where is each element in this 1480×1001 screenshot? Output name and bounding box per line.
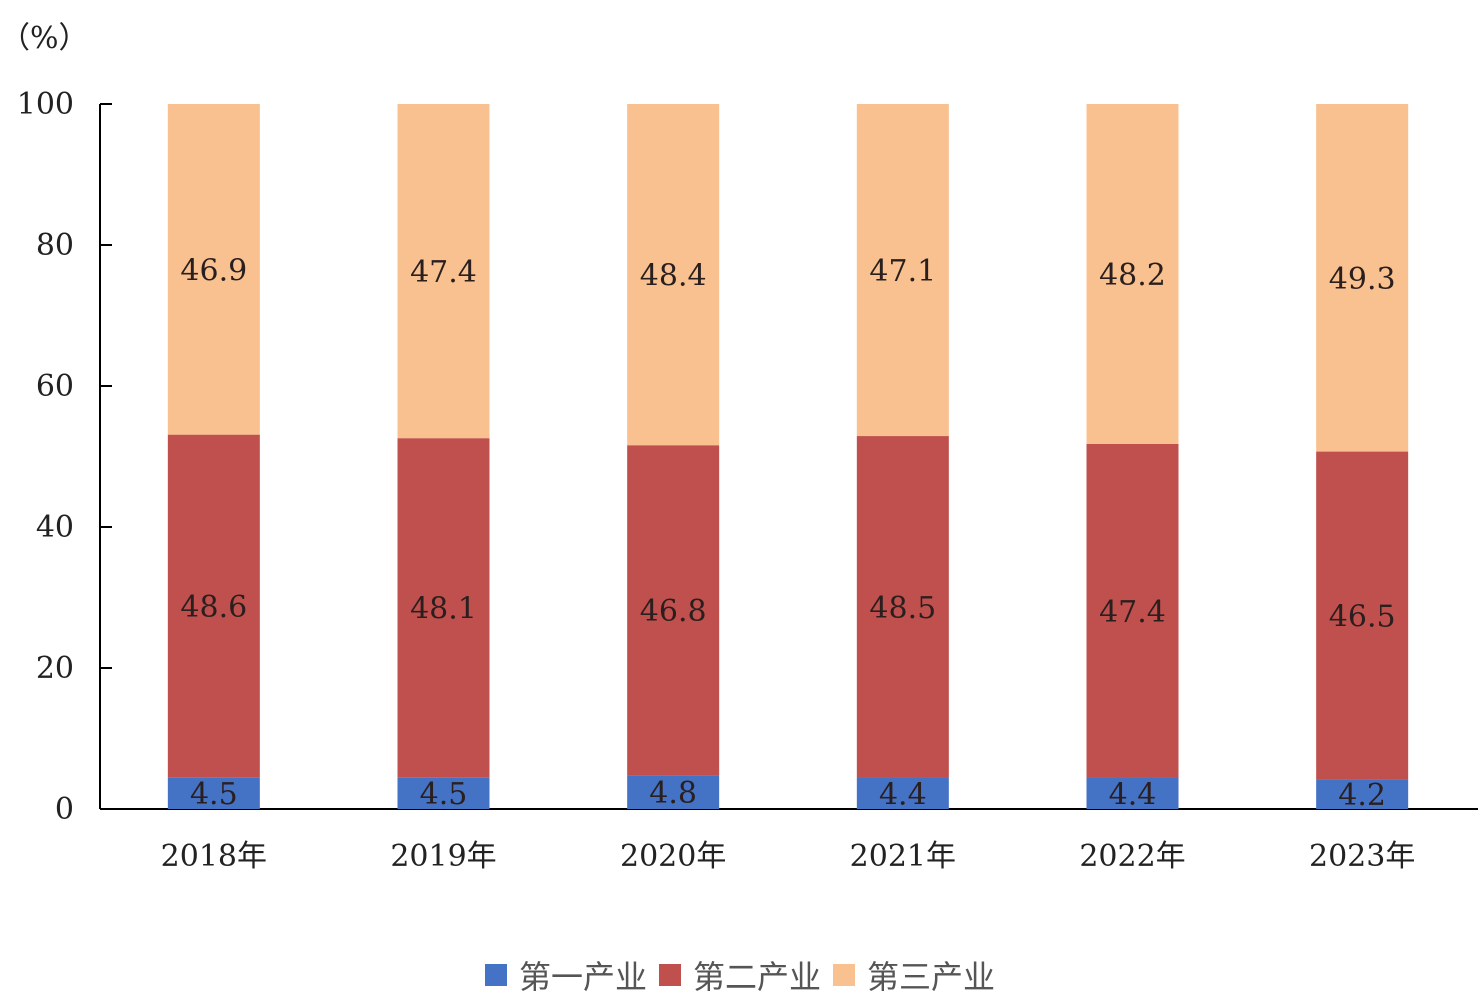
data-label: 46.8 <box>640 594 707 629</box>
data-label: 49.3 <box>1329 262 1396 297</box>
data-label: 48.4 <box>640 259 707 294</box>
bar-segment <box>397 104 490 439</box>
bar-segment <box>397 777 490 809</box>
legend-label: 第二产业 <box>692 958 821 996</box>
data-label: 4.5 <box>190 777 238 812</box>
data-label: 48.1 <box>410 592 477 627</box>
x-category-label: 2020年 <box>620 839 726 874</box>
y-tick-label: 0 <box>55 792 74 827</box>
y-tick-label: 80 <box>36 228 74 263</box>
bar-segment <box>627 445 720 776</box>
bar-segment <box>167 104 260 435</box>
data-label: 4.5 <box>420 777 468 812</box>
bar-segment <box>856 104 949 437</box>
bar-segment <box>167 777 260 809</box>
data-label: 48.6 <box>180 590 247 625</box>
data-label: 4.4 <box>879 777 927 812</box>
bar-segment <box>1086 443 1179 778</box>
bar-segment <box>1316 779 1409 809</box>
y-tick-label: 20 <box>36 651 74 686</box>
y-tick-label: 100 <box>17 87 74 122</box>
x-category-label: 2019年 <box>390 839 496 874</box>
legend-label: 第一产业 <box>518 958 647 996</box>
data-label: 47.4 <box>1099 595 1166 630</box>
data-label: 48.5 <box>869 591 936 626</box>
y-tick-label: 40 <box>36 510 74 545</box>
data-label: 4.2 <box>1338 778 1386 813</box>
bar-segment <box>627 775 720 809</box>
bars: 4.5 48.6 46.9 4.5 48.1 47.4 4.8 46.8 48.4 4.4 48.5… <box>167 104 1409 813</box>
x-category-label: 2018年 <box>161 839 267 874</box>
x-category-label: 2022年 <box>1079 839 1185 874</box>
legend-item: 第二产业 <box>658 952 821 998</box>
bar-segment <box>397 438 490 778</box>
data-label: 46.9 <box>180 253 247 288</box>
bar-segment <box>1086 104 1179 444</box>
legend-swatch <box>484 964 507 986</box>
x-category-label: 2021年 <box>850 839 956 874</box>
bar-segment <box>1316 104 1409 452</box>
legend-swatch <box>658 964 681 986</box>
legend-item: 第一产业 <box>484 952 647 998</box>
bar-segment <box>1316 451 1409 780</box>
axes <box>99 103 1478 810</box>
x-category-labels: 2018年 2019年 2020年 2021年 2022年 2023年 <box>161 839 1416 874</box>
bar-segment <box>856 436 949 778</box>
data-label: 47.1 <box>869 254 936 289</box>
data-label: 4.8 <box>649 776 697 811</box>
data-label: 48.2 <box>1099 258 1166 293</box>
bar-segment <box>627 104 720 446</box>
y-tick-label: 60 <box>36 369 74 404</box>
x-category-label: 2023年 <box>1309 839 1415 874</box>
legend-item: 第三产业 <box>833 952 995 998</box>
y-tick-labels: 0 20 40 60 80 100 <box>17 87 74 827</box>
bar-segment <box>1086 777 1179 809</box>
bar-segment <box>167 434 260 778</box>
legend-swatch <box>833 964 855 986</box>
legend: 第一产业 第二产业 第三产业 <box>0 950 1480 1000</box>
data-label: 47.4 <box>410 255 477 290</box>
bar-segment <box>856 777 949 809</box>
legend-label: 第三产业 <box>867 958 996 996</box>
data-label: 46.5 <box>1329 599 1396 634</box>
data-label: 4.4 <box>1109 777 1157 812</box>
y-unit-label: （%） <box>0 21 89 56</box>
